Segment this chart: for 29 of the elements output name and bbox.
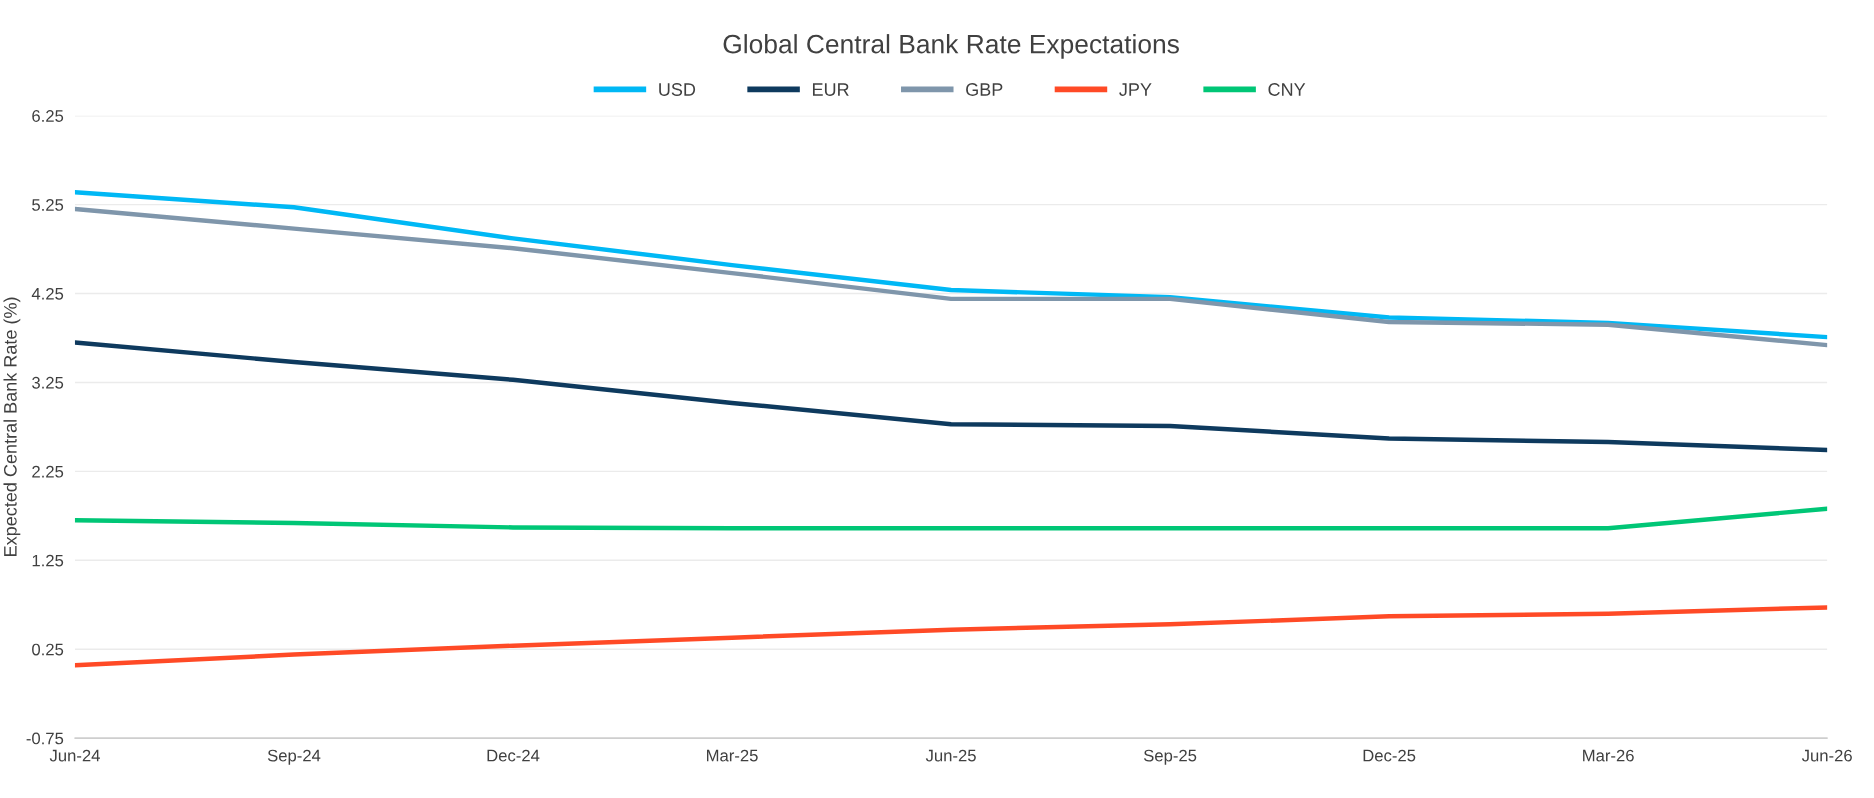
- x-tick-label: Dec-24: [487, 749, 540, 762]
- y-tick-label: 4.25: [31, 287, 64, 300]
- legend-label: EUR: [812, 83, 849, 96]
- y-tick-label: -0.75: [26, 732, 64, 745]
- x-tick-label: Mar-25: [707, 749, 758, 762]
- x-tick-label: Jun-25: [925, 749, 976, 762]
- line-series: [74, 206, 1828, 348]
- legend-label: GBP: [966, 83, 1003, 96]
- y-tick-label: 2.25: [32, 465, 64, 478]
- y-axis-title: Expected Central Bank Rate (%): [3, 297, 21, 556]
- legend-label: CNY: [1268, 83, 1306, 96]
- x-tick-label: Dec-25: [1363, 749, 1416, 762]
- line-series: [74, 506, 1828, 531]
- y-tick-label: 1.25: [32, 554, 64, 567]
- y-tick-label: 6.25: [32, 110, 64, 122]
- legend-label: JPY: [1119, 83, 1152, 96]
- line-series: [74, 605, 1828, 668]
- x-tick-label: Mar-26: [1583, 749, 1634, 762]
- y-tick-label: 3.25: [32, 376, 64, 389]
- x-tick-label: Sep-25: [1143, 749, 1197, 765]
- x-tick-label: Sep-24: [267, 749, 321, 765]
- y-tick-label: 0.25: [32, 643, 64, 656]
- legend-label: USD: [659, 83, 696, 96]
- x-tick-label: Jun-26: [1801, 749, 1852, 762]
- line-series: [74, 340, 1828, 453]
- y-tick-label: 5.25: [32, 199, 64, 211]
- x-tick-label: Jun-24: [49, 749, 100, 762]
- line-series: [74, 189, 1828, 340]
- chart-title: Global Central Bank Rate Expectations: [723, 34, 1179, 59]
